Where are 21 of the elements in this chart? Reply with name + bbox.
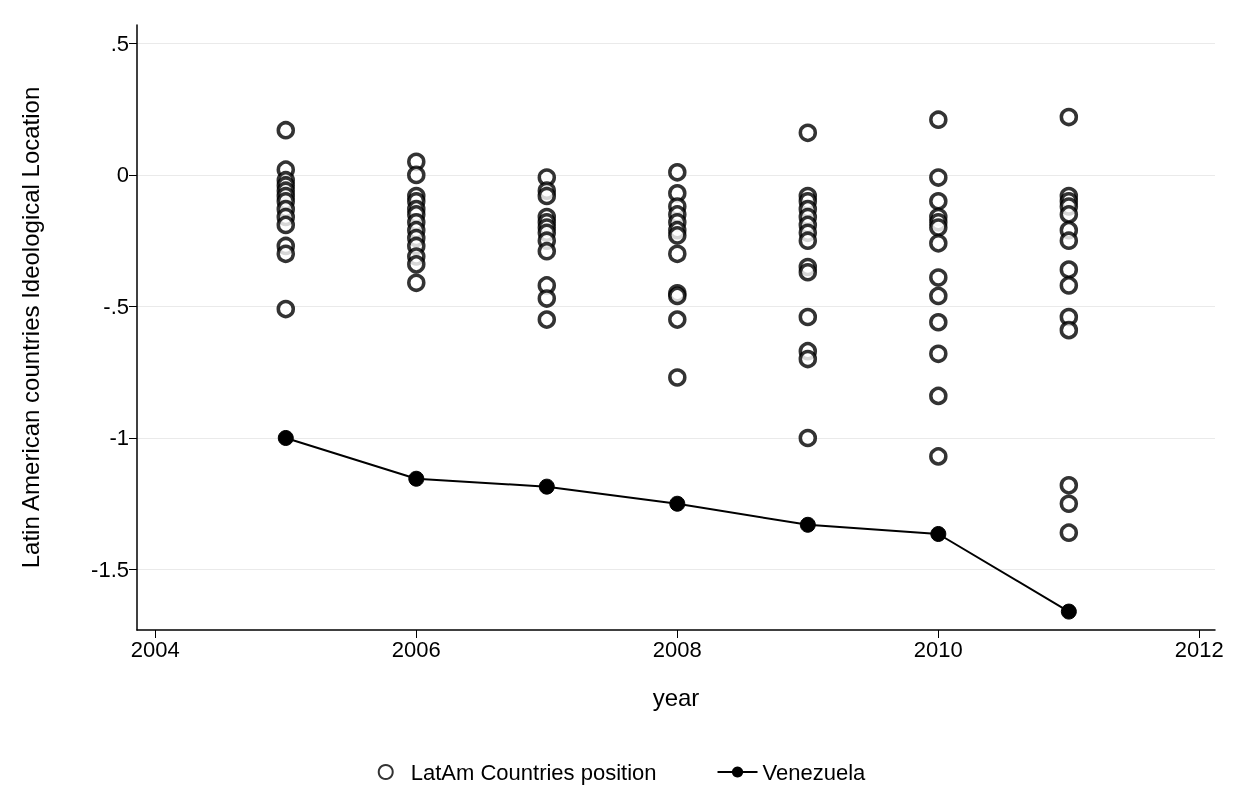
legend-label: LatAm Countries position: [410, 759, 657, 785]
y-axis-title: Latin American countries Ideological Location: [16, 86, 44, 569]
point: [930, 525, 947, 542]
y-tick-label: -1: [109, 425, 129, 451]
x-tick-label: 2012: [1174, 636, 1224, 662]
y-tick-label: .5: [110, 30, 129, 56]
point: [538, 478, 555, 495]
point: [1060, 603, 1077, 620]
point: [669, 495, 686, 512]
x-tick-label: 2006: [391, 636, 441, 662]
y-tick-label: -.5: [103, 293, 129, 319]
x-tick-label: 2008: [652, 636, 702, 662]
y-tick-label: 0: [116, 162, 129, 188]
point: [408, 470, 425, 487]
x-axis-title: year: [652, 683, 700, 711]
x-tick-label: 2010: [913, 636, 963, 662]
legend-label: Venezuela: [762, 759, 867, 785]
x-tick-label: 2004: [130, 636, 180, 662]
point: [277, 429, 294, 446]
y-tick-label: -1.5: [91, 557, 129, 582]
point: [799, 516, 816, 533]
